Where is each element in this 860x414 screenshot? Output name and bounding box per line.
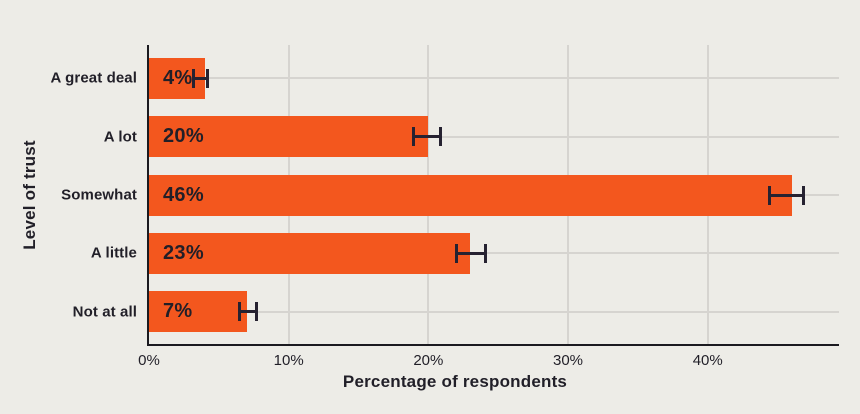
error-bar-line [454,251,488,255]
bar-value-label: 23% [163,241,204,264]
bar: 23% [149,232,471,274]
error-bar-cap [454,243,458,263]
bar-value-label: 7% [163,300,193,323]
bar-rows-container: A great deal 4% A lot 20% Somewhat 46% A littl… [50,45,839,344]
gridline-horizontal [149,77,839,80]
gridline-horizontal [149,252,839,255]
error-bar-line [767,193,806,197]
bar-row: Somewhat 46% [61,166,839,224]
bar-value-label: 46% [163,183,204,206]
error-bar-cap [484,243,488,263]
error-bar-cap [254,302,258,322]
gridline-horizontal [149,310,839,313]
bar: 46% [149,174,792,216]
x-axis-title: Percentage of respondents [342,372,568,391]
error-bar-cap [206,68,210,88]
bar-value-label: 4% [163,66,193,89]
bar-row: Not at all 7% [73,283,839,341]
error-bar-cap [802,185,806,205]
bar-row: A great deal 4% [50,49,839,107]
x-tick-label: 0% [138,352,160,369]
y-axis-title: Level of trust [20,140,39,250]
x-tick-label: 20% [413,352,444,369]
x-tick-label: 40% [692,352,723,369]
error-bar-cap [411,127,415,147]
error-bar-line [411,135,443,139]
category-label: A little [90,244,137,262]
bar-row: A little 23% [91,224,839,282]
x-tick-label: 10% [273,352,304,369]
x-tick-label: 30% [553,352,584,369]
gridline-horizontal [149,135,839,138]
error-bar-line [192,76,210,80]
category-label: A great deal [50,69,137,87]
error-bar-cap [238,302,242,322]
error-bar-cap [439,127,443,147]
x-axis-tick-labels: 0% 10% 20% 30% 40% [138,352,839,372]
category-label: Somewhat [61,186,137,204]
error-bar-cap [767,185,771,205]
bar-value-label: 20% [163,125,204,148]
bar: 20% [149,116,429,158]
category-label: Not at all [72,303,137,321]
error-bar-cap [192,68,196,88]
bar: 7% [149,291,247,333]
category-label: A lot [103,128,137,146]
error-bar-line [238,310,258,314]
plot-area: A great deal 4% A lot 20% Somewhat 46% A littl… [50,45,839,346]
bar-row: A lot 20% [104,107,839,165]
